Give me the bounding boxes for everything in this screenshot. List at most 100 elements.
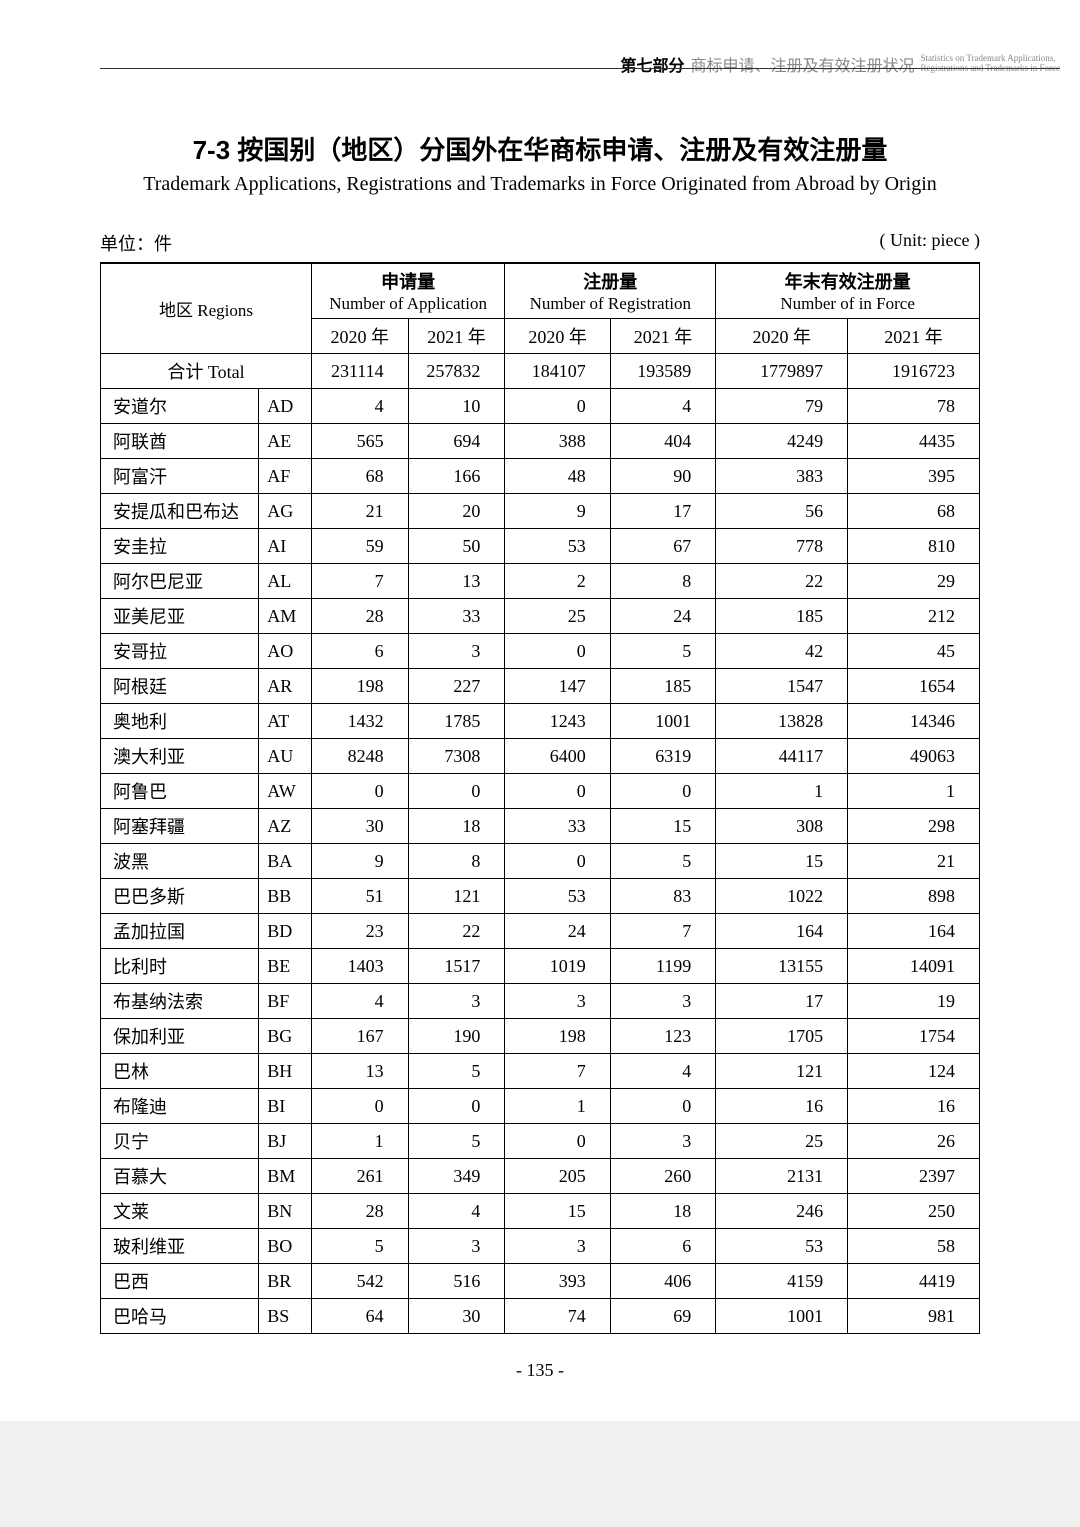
table-row: 安提瓜和巴布达AG21209175668 <box>101 494 980 529</box>
region-name: 安提瓜和巴布达 <box>101 494 259 529</box>
cell-reg21: 24 <box>610 599 715 634</box>
cell-force21: 1 <box>848 774 980 809</box>
cell-reg21: 260 <box>610 1159 715 1194</box>
cell-app21: 0 <box>408 774 505 809</box>
cell-app21: 166 <box>408 459 505 494</box>
region-name: 百慕大 <box>101 1159 259 1194</box>
cell-force21: 26 <box>848 1124 980 1159</box>
table-row: 巴西BR54251639340641594419 <box>101 1264 980 1299</box>
region-code: BR <box>259 1264 312 1299</box>
region-code: AO <box>259 634 312 669</box>
cell-reg21: 406 <box>610 1264 715 1299</box>
cell-app20: 8248 <box>311 739 408 774</box>
cell-force20: 17 <box>716 984 848 1019</box>
table-row: 安圭拉AI59505367778810 <box>101 529 980 564</box>
table-row: 阿联酋AE56569438840442494435 <box>101 424 980 459</box>
total-app20: 231114 <box>311 354 408 389</box>
cell-app21: 3 <box>408 984 505 1019</box>
table-row: 比利时BE14031517101911991315514091 <box>101 949 980 984</box>
col-application: 申请量 Number of Application <box>311 263 504 319</box>
cell-app20: 0 <box>311 774 408 809</box>
cell-app21: 349 <box>408 1159 505 1194</box>
cell-force20: 185 <box>716 599 848 634</box>
cell-reg20: 205 <box>505 1159 610 1194</box>
region-name: 文莱 <box>101 1194 259 1229</box>
cell-force21: 58 <box>848 1229 980 1264</box>
total-force21: 1916723 <box>848 354 980 389</box>
cell-reg21: 8 <box>610 564 715 599</box>
cell-app20: 28 <box>311 599 408 634</box>
cell-reg21: 123 <box>610 1019 715 1054</box>
cell-app21: 10 <box>408 389 505 424</box>
cell-reg21: 6 <box>610 1229 715 1264</box>
cell-app21: 22 <box>408 914 505 949</box>
table-row: 阿塞拜疆AZ30183315308298 <box>101 809 980 844</box>
cell-app21: 3 <box>408 1229 505 1264</box>
title-block: 7-3 按国别（地区）分国外在华商标申请、注册及有效注册量 Trademark … <box>100 130 980 196</box>
region-name: 保加利亚 <box>101 1019 259 1054</box>
region-name: 布隆迪 <box>101 1089 259 1124</box>
cell-app21: 3 <box>408 634 505 669</box>
cell-reg20: 24 <box>505 914 610 949</box>
cell-force21: 1754 <box>848 1019 980 1054</box>
cell-reg20: 0 <box>505 844 610 879</box>
cell-app20: 565 <box>311 424 408 459</box>
cell-app20: 4 <box>311 389 408 424</box>
cell-force20: 1705 <box>716 1019 848 1054</box>
cell-app21: 5 <box>408 1124 505 1159</box>
col-app-2020: 2020 年 <box>311 319 408 354</box>
region-name: 巴林 <box>101 1054 259 1089</box>
page-number: - 135 - <box>100 1360 980 1381</box>
cell-force21: 124 <box>848 1054 980 1089</box>
title-zh: 7-3 按国别（地区）分国外在华商标申请、注册及有效注册量 <box>100 130 980 167</box>
region-code: AT <box>259 704 312 739</box>
cell-reg20: 0 <box>505 774 610 809</box>
cell-force20: 4249 <box>716 424 848 459</box>
table-row: 安哥拉AO63054245 <box>101 634 980 669</box>
cell-app20: 21 <box>311 494 408 529</box>
cell-reg21: 0 <box>610 774 715 809</box>
cell-reg20: 74 <box>505 1299 610 1334</box>
cell-reg21: 18 <box>610 1194 715 1229</box>
cell-reg20: 1019 <box>505 949 610 984</box>
region-name: 阿联酋 <box>101 424 259 459</box>
cell-reg20: 53 <box>505 529 610 564</box>
table-body: 合计 Total 231114 257832 184107 193589 177… <box>101 354 980 1334</box>
cell-force20: 53 <box>716 1229 848 1264</box>
table-row: 安道尔AD410047978 <box>101 389 980 424</box>
region-code: AF <box>259 459 312 494</box>
cell-app20: 1432 <box>311 704 408 739</box>
unit-right: ( Unit: piece ) <box>880 230 980 256</box>
col-reg-2021: 2021 年 <box>610 319 715 354</box>
cell-force21: 29 <box>848 564 980 599</box>
cell-reg20: 6400 <box>505 739 610 774</box>
cell-app20: 198 <box>311 669 408 704</box>
cell-force20: 4159 <box>716 1264 848 1299</box>
cell-reg20: 2 <box>505 564 610 599</box>
cell-force21: 19 <box>848 984 980 1019</box>
region-name: 安哥拉 <box>101 634 259 669</box>
cell-reg21: 4 <box>610 389 715 424</box>
cell-reg21: 1199 <box>610 949 715 984</box>
cell-reg21: 5 <box>610 844 715 879</box>
region-code: AE <box>259 424 312 459</box>
cell-reg20: 53 <box>505 879 610 914</box>
cell-app21: 1517 <box>408 949 505 984</box>
region-code: BS <box>259 1299 312 1334</box>
table-row: 玻利维亚BO53365358 <box>101 1229 980 1264</box>
table-row: 澳大利亚AU82487308640063194411749063 <box>101 739 980 774</box>
section-zh-light: 商标申请、注册及有效注册状况 <box>691 58 915 75</box>
cell-force20: 13828 <box>716 704 848 739</box>
region-name: 安道尔 <box>101 389 259 424</box>
cell-force21: 898 <box>848 879 980 914</box>
cell-reg21: 90 <box>610 459 715 494</box>
table-row: 亚美尼亚AM28332524185212 <box>101 599 980 634</box>
table-row: 孟加拉国BD2322247164164 <box>101 914 980 949</box>
region-code: BD <box>259 914 312 949</box>
cell-force21: 164 <box>848 914 980 949</box>
table-row: 文莱BN2841518246250 <box>101 1194 980 1229</box>
table-row: 巴林BH13574121124 <box>101 1054 980 1089</box>
region-code: AZ <box>259 809 312 844</box>
region-code: AD <box>259 389 312 424</box>
region-name: 巴巴多斯 <box>101 879 259 914</box>
